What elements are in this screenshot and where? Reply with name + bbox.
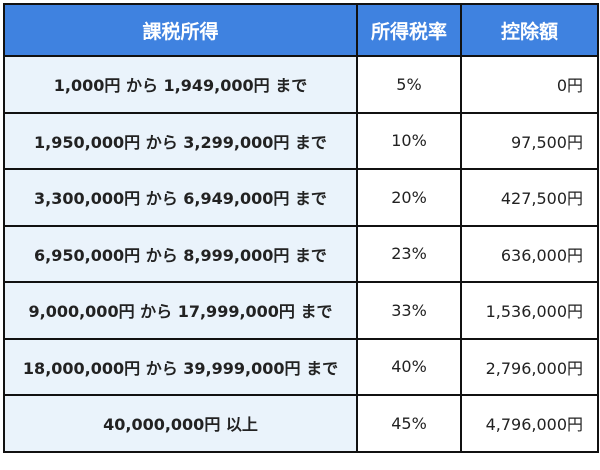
deduction-cell: 97,500円 bbox=[460, 111, 599, 170]
tax-rate-cell: 45% bbox=[356, 394, 462, 453]
table-row: 40,000,000円 以上 45% 4,796,000円 bbox=[3, 394, 599, 453]
header-deduction: 控除額 bbox=[460, 3, 599, 57]
table-row: 1,000円 から 1,949,000円 まで 5% 0円 bbox=[3, 55, 599, 114]
table-row: 1,950,000円 から 3,299,000円 まで 10% 97,500円 bbox=[3, 111, 599, 170]
table-row: 18,000,000円 から 39,999,000円 まで 40% 2,796,… bbox=[3, 337, 599, 396]
deduction-cell: 636,000円 bbox=[460, 224, 599, 283]
income-range-cell: 1,000円 から 1,949,000円 まで bbox=[3, 55, 358, 114]
header-tax-rate: 所得税率 bbox=[356, 3, 462, 57]
income-range-cell: 6,950,000円 から 8,999,000円 まで bbox=[3, 224, 358, 283]
income-range-cell: 40,000,000円 以上 bbox=[3, 394, 358, 453]
table-row: 9,000,000円 から 17,999,000円 まで 33% 1,536,0… bbox=[3, 281, 599, 340]
tax-rate-cell: 5% bbox=[356, 55, 462, 114]
header-taxable-income: 課税所得 bbox=[3, 3, 358, 57]
income-range-cell: 1,950,000円 から 3,299,000円 まで bbox=[3, 111, 358, 170]
tax-rate-cell: 10% bbox=[356, 111, 462, 170]
tax-rate-table: 課税所得 所得税率 控除額 1,000円 から 1,949,000円 まで 5%… bbox=[3, 3, 599, 453]
income-range-cell: 9,000,000円 から 17,999,000円 まで bbox=[3, 281, 358, 340]
table-row: 6,950,000円 から 8,999,000円 まで 23% 636,000円 bbox=[3, 224, 599, 283]
header-row: 課税所得 所得税率 控除額 bbox=[3, 3, 599, 57]
tax-rate-table-container: 課税所得 所得税率 控除額 1,000円 から 1,949,000円 まで 5%… bbox=[3, 3, 599, 453]
deduction-cell: 427,500円 bbox=[460, 168, 599, 227]
tax-rate-cell: 40% bbox=[356, 337, 462, 396]
income-range-cell: 18,000,000円 から 39,999,000円 まで bbox=[3, 337, 358, 396]
deduction-cell: 4,796,000円 bbox=[460, 394, 599, 453]
tax-rate-cell: 20% bbox=[356, 168, 462, 227]
tax-rate-cell: 33% bbox=[356, 281, 462, 340]
deduction-cell: 0円 bbox=[460, 55, 599, 114]
table-row: 3,300,000円 から 6,949,000円 まで 20% 427,500円 bbox=[3, 168, 599, 227]
deduction-cell: 2,796,000円 bbox=[460, 337, 599, 396]
deduction-cell: 1,536,000円 bbox=[460, 281, 599, 340]
tax-rate-cell: 23% bbox=[356, 224, 462, 283]
income-range-cell: 3,300,000円 から 6,949,000円 まで bbox=[3, 168, 358, 227]
